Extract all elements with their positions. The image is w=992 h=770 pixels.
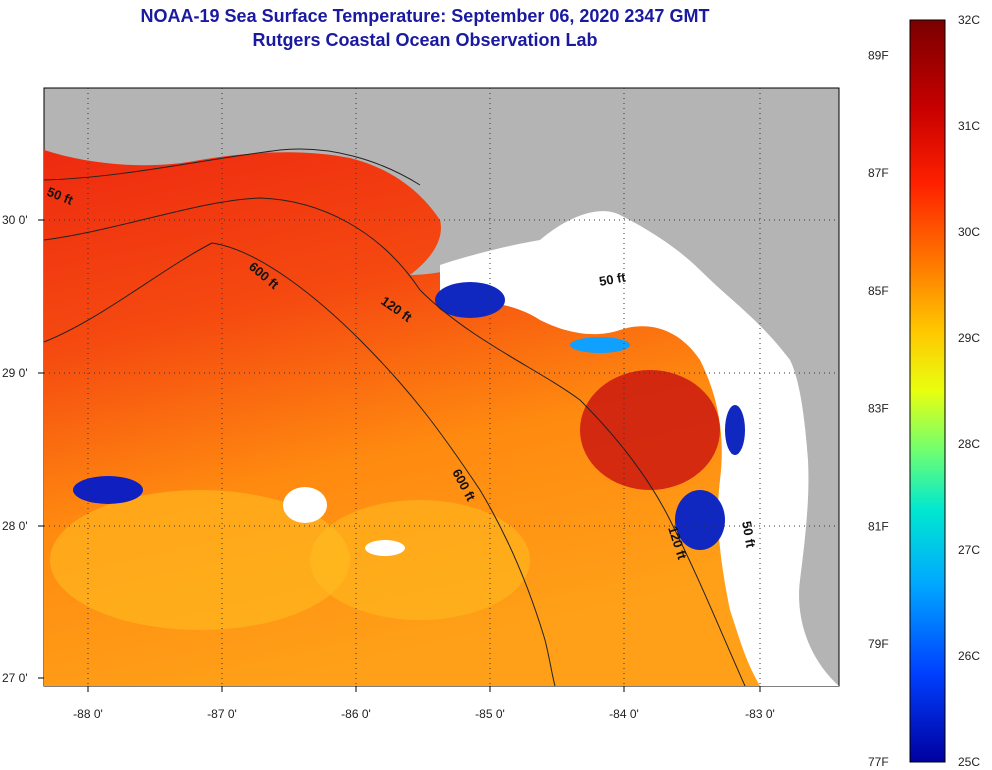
lat-label: 27 0' xyxy=(2,671,28,685)
lat-label: 29 0' xyxy=(2,366,28,380)
contour-label: 50 ft xyxy=(598,269,628,289)
colorbar xyxy=(909,19,946,763)
cloud-patch-2 xyxy=(365,540,405,556)
colorbar-fahrenheit-labels: 89F 87F 85F 83F 81F 79F 77F xyxy=(868,48,889,769)
cold-patch-5 xyxy=(725,405,745,455)
colorbar-celsius-label: 32C xyxy=(958,13,980,27)
lon-label: -84 0' xyxy=(609,707,639,721)
cool-patch-west xyxy=(50,490,350,630)
cold-patch-1 xyxy=(73,476,143,504)
colorbar-fahrenheit-label: 87F xyxy=(868,166,889,180)
contour-600ft xyxy=(43,242,556,687)
cold-patch-4 xyxy=(675,490,725,550)
colorbar-celsius-label: 28C xyxy=(958,437,980,451)
contour-label: 50 ft xyxy=(739,520,759,550)
colorbar-fahrenheit-label: 77F xyxy=(868,755,889,769)
cloud-patch-1 xyxy=(283,487,327,523)
colorbar-fahrenheit-label: 79F xyxy=(868,637,889,651)
contour-120ft xyxy=(43,197,746,687)
map-title: NOAA-19 Sea Surface Temperature: Septemb… xyxy=(140,6,710,26)
colorbar-celsius-labels: 32C 31C 30C 29C 28C 27C 26C 25C xyxy=(958,13,980,769)
lon-label: -85 0' xyxy=(475,707,505,721)
lon-label: -86 0' xyxy=(341,707,371,721)
colorbar-celsius-label: 26C xyxy=(958,649,980,663)
lat-label: 28 0' xyxy=(2,519,28,533)
colorbar-fahrenheit-label: 89F xyxy=(868,48,889,62)
lat-label: 30 0' xyxy=(2,213,28,227)
colorbar-fahrenheit-label: 83F xyxy=(868,402,889,416)
cloud-cover xyxy=(440,211,839,686)
cool-patch-central xyxy=(310,500,530,620)
lon-label: -87 0' xyxy=(207,707,237,721)
lon-label: -83 0' xyxy=(745,707,775,721)
colorbar-celsius-label: 29C xyxy=(958,331,980,345)
warm-patch xyxy=(580,370,720,490)
axis-ticks xyxy=(38,219,761,692)
colorbar-celsius-label: 27C xyxy=(958,543,980,557)
colorbar-celsius-label: 25C xyxy=(958,755,980,769)
cold-patch-3 xyxy=(570,337,630,353)
contour-50ft-west xyxy=(43,148,421,186)
colorbar-fahrenheit-label: 81F xyxy=(868,519,889,533)
cold-patch-2 xyxy=(435,282,505,318)
colorbar-celsius-label: 30C xyxy=(958,225,980,239)
map-subtitle: Rutgers Coastal Ocean Observation Lab xyxy=(252,30,598,50)
colorbar-fahrenheit-label: 85F xyxy=(868,284,889,298)
colorbar-celsius-label: 31C xyxy=(958,119,980,133)
lon-label: -88 0' xyxy=(73,707,103,721)
